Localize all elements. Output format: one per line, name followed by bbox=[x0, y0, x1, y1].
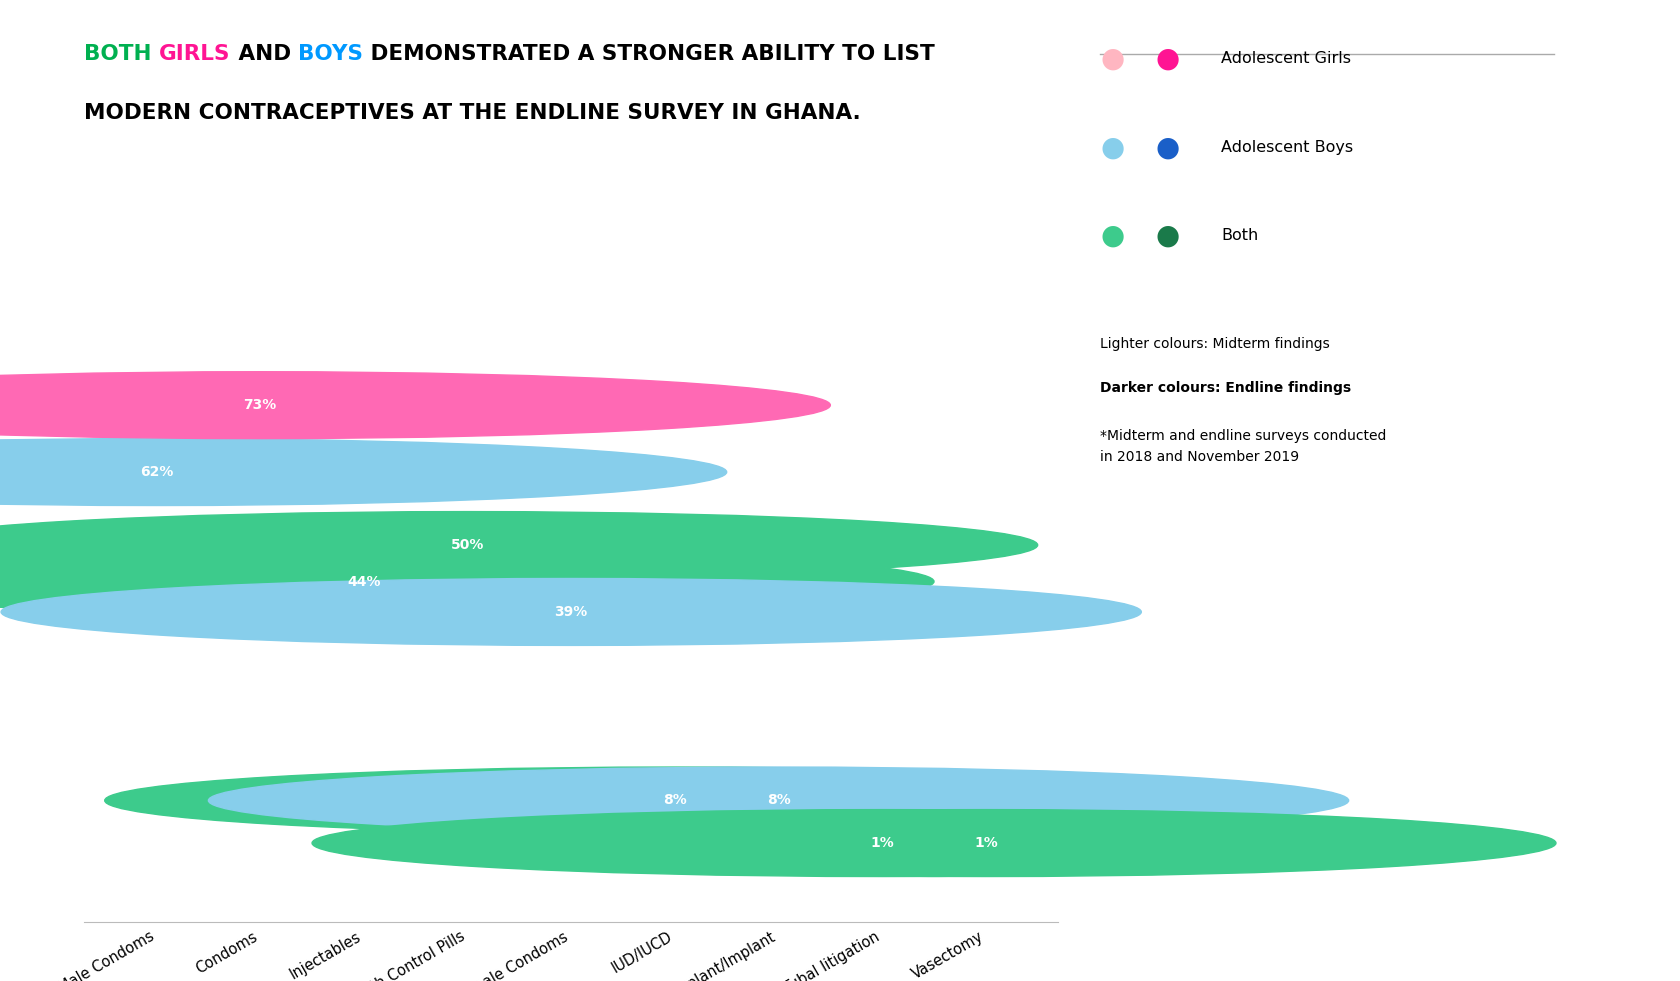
Circle shape bbox=[415, 809, 1556, 877]
Text: ●: ● bbox=[1100, 45, 1124, 73]
Text: ●: ● bbox=[1156, 222, 1179, 249]
Text: 73%: 73% bbox=[244, 398, 277, 412]
Text: 1%: 1% bbox=[870, 836, 894, 851]
Circle shape bbox=[208, 767, 1349, 834]
Text: Adolescent Boys: Adolescent Boys bbox=[1221, 139, 1354, 155]
Text: 1%: 1% bbox=[974, 836, 998, 851]
Text: MODERN CONTRACEPTIVES AT THE ENDLINE SURVEY IN GHANA.: MODERN CONTRACEPTIVES AT THE ENDLINE SUR… bbox=[84, 103, 860, 123]
Text: 62%: 62% bbox=[139, 465, 173, 479]
Text: 39%: 39% bbox=[554, 605, 588, 619]
Circle shape bbox=[0, 372, 830, 439]
Text: ●: ● bbox=[1100, 133, 1124, 161]
Text: 8%: 8% bbox=[664, 794, 687, 807]
Text: Adolescent Girls: Adolescent Girls bbox=[1221, 51, 1351, 67]
Text: ●: ● bbox=[1100, 222, 1124, 249]
Text: BOYS: BOYS bbox=[297, 44, 363, 64]
Text: Darker colours: Endline findings: Darker colours: Endline findings bbox=[1100, 382, 1351, 395]
Text: BOTH: BOTH bbox=[84, 44, 160, 64]
Text: *Midterm and endline surveys conducted
in 2018 and November 2019: *Midterm and endline surveys conducted i… bbox=[1100, 430, 1386, 464]
Text: Both: Both bbox=[1221, 228, 1258, 243]
Text: Lighter colours: Midterm findings: Lighter colours: Midterm findings bbox=[1100, 337, 1331, 351]
Circle shape bbox=[0, 548, 934, 615]
Text: 8%: 8% bbox=[766, 794, 790, 807]
Text: 50%: 50% bbox=[450, 538, 484, 552]
Text: 44%: 44% bbox=[348, 575, 381, 589]
Circle shape bbox=[0, 512, 1038, 579]
Text: DEMONSTRATED A STRONGER ABILITY TO LIST: DEMONSTRATED A STRONGER ABILITY TO LIST bbox=[363, 44, 934, 64]
Text: GIRLS: GIRLS bbox=[160, 44, 230, 64]
Circle shape bbox=[0, 439, 727, 505]
Text: ●: ● bbox=[1156, 133, 1179, 161]
Text: AND: AND bbox=[230, 44, 297, 64]
Circle shape bbox=[312, 809, 1452, 877]
Text: ●: ● bbox=[1156, 45, 1179, 73]
Circle shape bbox=[104, 767, 1245, 834]
Circle shape bbox=[2, 579, 1141, 645]
